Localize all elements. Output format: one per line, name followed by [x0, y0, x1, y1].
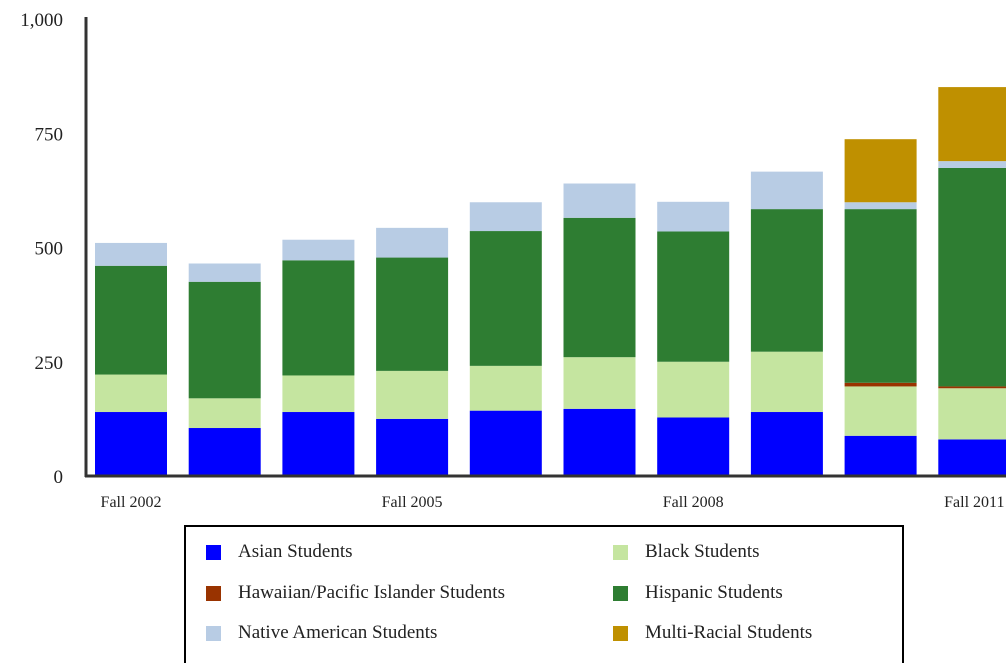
y-tick-label: 0 [54, 467, 64, 488]
x-tick-label: Fall 2002 [101, 494, 162, 511]
x-axis-ticks: Fall 2002 Fall 2005 Fall 2008 Fall 2011 [101, 494, 1005, 511]
bar-segment [657, 201, 730, 232]
y-axis-ticks: 0 250 500 750 1,000 [20, 10, 63, 488]
bar-segment [282, 375, 355, 413]
bar-segment [657, 417, 730, 476]
bar-segment [282, 239, 355, 261]
legend-label: Asian Students [238, 541, 353, 562]
bar-segment [938, 388, 1006, 440]
bar-segment [469, 231, 542, 366]
legend-item-hispanic: Hispanic Students [613, 582, 783, 604]
bar-segment [844, 435, 917, 476]
bar-segment [95, 242, 167, 266]
bar-segment [844, 139, 917, 203]
bar-segment [376, 227, 449, 258]
bar-segment [563, 217, 636, 358]
y-tick-label: 250 [35, 353, 64, 374]
legend-item-hawaiian-pacific-islander: Hawaiian/Pacific Islander Students [206, 582, 505, 604]
bar-segment [95, 265, 167, 375]
legend-item-multi-racial: Multi-Racial Students [613, 622, 812, 644]
bar-segment [282, 412, 355, 476]
bar-segment [750, 412, 823, 476]
chart-legend: Asian Students Black Students Hawaiian/P… [184, 525, 904, 663]
legend-swatch [206, 585, 221, 601]
bar-segment [95, 374, 167, 413]
legend-label: Multi-Racial Students [645, 622, 813, 643]
bar-segment [657, 231, 730, 362]
bar-segment [469, 202, 542, 232]
legend-label: Hispanic Students [645, 582, 783, 603]
y-tick-label: 500 [35, 239, 64, 260]
bar-segment [563, 408, 636, 476]
bar-segment [282, 260, 355, 376]
bar-segment [938, 167, 1006, 387]
bar-segment [95, 412, 167, 476]
x-tick-label: Fall 2005 [382, 494, 443, 511]
bar-segment [188, 281, 261, 399]
legend-swatch [613, 625, 628, 641]
legend-swatch [206, 544, 221, 560]
legend-swatch [613, 585, 628, 601]
bar-segment [938, 161, 1006, 168]
legend-label: Black Students [645, 541, 760, 562]
bar-segment [750, 209, 823, 352]
bar-segment [376, 257, 449, 371]
bar-segment [469, 410, 542, 476]
x-tick-label: Fall 2011 [944, 494, 1004, 511]
legend-item-native-american: Native American Students [206, 622, 437, 644]
bar-segment [750, 351, 823, 413]
bar-segment [188, 263, 261, 282]
bar-segment [844, 209, 917, 383]
bar-segment [376, 370, 449, 419]
bar-segment [188, 398, 261, 429]
bar-segment [938, 386, 1006, 389]
bar-segment [188, 428, 261, 476]
legend-item-black: Black Students [613, 541, 760, 563]
bar-segment [563, 357, 636, 409]
bar-segment [844, 382, 917, 387]
bar-segment [938, 87, 1006, 162]
legend-item-asian: Asian Students [206, 541, 353, 563]
bar-segment [469, 365, 542, 411]
bar-segment [844, 202, 917, 210]
bar-segment [376, 418, 449, 476]
legend-swatch [206, 625, 221, 641]
y-tick-label: 750 [35, 124, 64, 145]
bar-segment [844, 386, 917, 436]
bar-segment [657, 361, 730, 418]
bar-segment [563, 183, 636, 218]
bars-layer [95, 87, 1006, 476]
legend-swatch [613, 544, 628, 560]
legend-label: Hawaiian/Pacific Islander Students [238, 582, 505, 603]
x-tick-label: Fall 2008 [663, 494, 724, 511]
legend-label: Native American Students [238, 622, 438, 643]
y-tick-label: 1,000 [20, 10, 63, 31]
bar-segment [750, 171, 823, 210]
bar-segment [938, 439, 1006, 476]
